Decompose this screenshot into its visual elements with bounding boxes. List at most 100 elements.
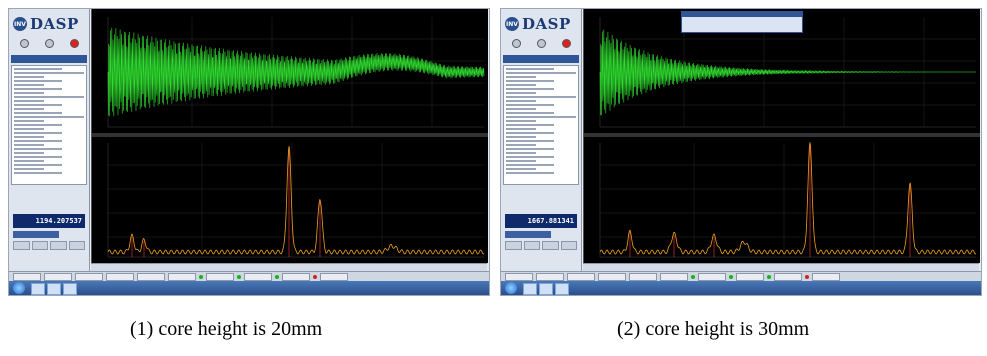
status-led-red: [313, 274, 317, 279]
time-signal-trace: [599, 29, 977, 116]
control-buttons: [13, 241, 85, 250]
toolbar-button-1[interactable]: [505, 272, 533, 281]
mode-selector: [13, 39, 85, 49]
logo-text: DASP: [522, 15, 571, 33]
toolbar-button-9[interactable]: [774, 272, 802, 281]
mode-opt-1[interactable]: [13, 189, 87, 196]
mode-opt-3[interactable]: [505, 203, 579, 210]
status-led-green: [767, 274, 771, 279]
status-bar: [583, 263, 979, 272]
frequency-value-display: 1667.881341: [505, 214, 577, 228]
logo-icon: INV: [13, 17, 27, 31]
plot-area[interactable]: [91, 9, 488, 263]
peak-markers: [629, 145, 911, 257]
mode-opt-3[interactable]: [13, 203, 87, 210]
caption-2: (2) core height is 30mm: [617, 318, 810, 340]
time-signal-trace: [107, 27, 485, 117]
toolbar-button-6[interactable]: [660, 272, 688, 281]
mode-selector: [505, 39, 577, 49]
frequency-value-display: 1194.207537: [13, 214, 85, 228]
app-icon[interactable]: [47, 283, 61, 295]
spectrum-plot-bg: [584, 137, 980, 263]
toolbar-button-5[interactable]: [629, 272, 657, 281]
status-led-green: [729, 274, 733, 279]
stats-readout-box: [503, 65, 579, 185]
control-button-2[interactable]: [523, 241, 540, 250]
toolbar-button-10[interactable]: [812, 272, 840, 281]
app-logo: INV DASP: [505, 13, 577, 35]
control-buttons: [505, 241, 577, 250]
control-button-3[interactable]: [542, 241, 559, 250]
start-orb-icon[interactable]: [505, 282, 517, 294]
toolbar-button-7[interactable]: [206, 272, 234, 281]
plot-area[interactable]: [583, 9, 980, 263]
toolbar-button-2[interactable]: [536, 272, 564, 281]
status-led-green: [275, 274, 279, 279]
toolbar-button-3[interactable]: [75, 272, 103, 281]
app-logo: INV DASP: [13, 13, 85, 35]
control-button-1[interactable]: [505, 241, 522, 250]
status-led-green: [691, 274, 695, 279]
signal-plots-svg: [584, 9, 980, 263]
secondary-value-display: [13, 231, 59, 238]
mode-option-3[interactable]: [63, 39, 85, 49]
mode-opt-2[interactable]: [13, 196, 87, 203]
toolbar-button-2[interactable]: [44, 272, 72, 281]
control-button-4[interactable]: [560, 241, 577, 250]
spectrum-trace: [107, 146, 485, 255]
toolbar-button-5[interactable]: [137, 272, 165, 281]
mode-option-1[interactable]: [505, 39, 527, 49]
mode-option-1[interactable]: [13, 39, 35, 49]
left-control-panel: INV DASP 1667.881341: [501, 9, 582, 281]
toolbar-button-8[interactable]: [244, 272, 272, 281]
status-led-red: [805, 274, 809, 279]
mode-option-3[interactable]: [555, 39, 577, 49]
left-control-panel: INV DASP 1194.207537: [9, 9, 90, 281]
explorer-icon[interactable]: [31, 283, 45, 295]
mode-opt-1[interactable]: [505, 189, 579, 196]
toolbar-button-8[interactable]: [736, 272, 764, 281]
mode-option-2[interactable]: [530, 39, 552, 49]
spectrum-plot-gridlines: [108, 143, 484, 257]
mode-opt-2[interactable]: [505, 196, 579, 203]
status-led-green: [199, 274, 203, 279]
app-icon[interactable]: [63, 283, 77, 295]
toolbar-button-7[interactable]: [698, 272, 726, 281]
bottom-toolbar: [501, 271, 981, 281]
explorer-icon[interactable]: [523, 283, 537, 295]
toolbar-button-1[interactable]: [13, 272, 41, 281]
stats-readout-box: [11, 65, 87, 185]
bottom-toolbar: [9, 271, 489, 281]
control-button-4[interactable]: [68, 241, 85, 250]
caption-1: (1) core height is 20mm: [130, 318, 323, 340]
logo-text: DASP: [30, 15, 79, 33]
parameter-popup[interactable]: [681, 11, 803, 33]
toolbar-button-3[interactable]: [567, 272, 595, 281]
control-button-2[interactable]: [31, 241, 48, 250]
start-orb-icon[interactable]: [13, 282, 25, 294]
stats-panel-title: [503, 55, 579, 63]
app-icon[interactable]: [539, 283, 553, 295]
peak-markers: [131, 149, 321, 257]
display-mode-options: [13, 189, 87, 210]
plot-divider: [584, 133, 980, 137]
windows-taskbar: [501, 281, 981, 295]
toolbar-button-6[interactable]: [168, 272, 196, 281]
secondary-value-display: [505, 231, 551, 238]
app-icon[interactable]: [555, 283, 569, 295]
stats-panel-title: [11, 55, 87, 63]
control-button-1[interactable]: [13, 241, 30, 250]
toolbar-button-9[interactable]: [282, 272, 310, 281]
logo-icon: INV: [505, 17, 519, 31]
status-bar: [91, 263, 487, 272]
plot-divider: [92, 133, 488, 137]
signal-plots-svg: [92, 9, 488, 263]
toolbar-button-4[interactable]: [598, 272, 626, 281]
control-button-3[interactable]: [50, 241, 67, 250]
mode-option-2[interactable]: [38, 39, 60, 49]
toolbar-button-4[interactable]: [106, 272, 134, 281]
screenshot-1: INV DASP 1194.207537: [8, 8, 490, 296]
display-mode-options: [505, 189, 579, 210]
toolbar-button-10[interactable]: [320, 272, 348, 281]
spectrum-trace: [599, 142, 977, 255]
